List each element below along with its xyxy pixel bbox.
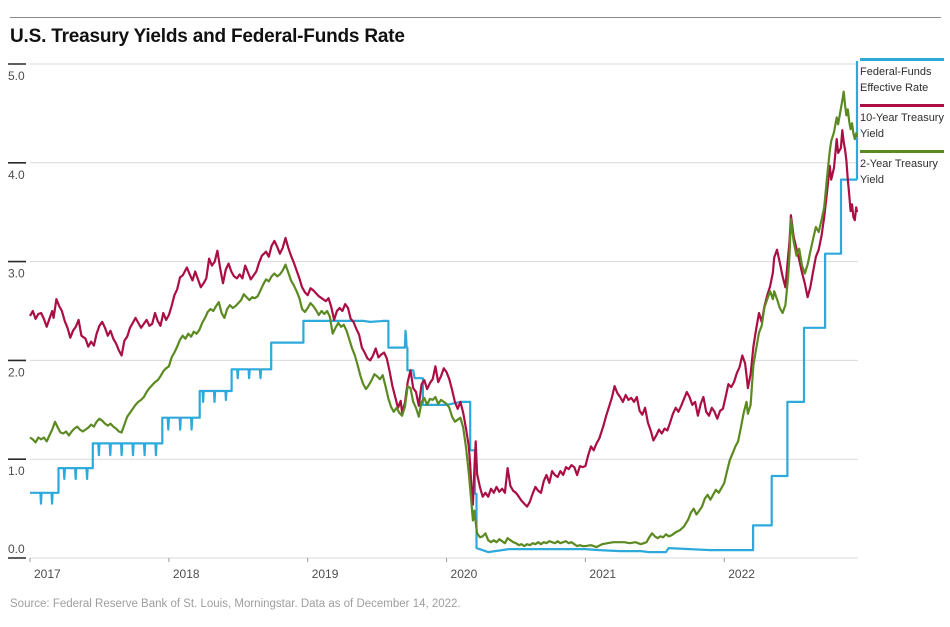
legend-label-2yr: 2-Year Treasury Yield xyxy=(860,158,938,186)
y-axis-label: 2.0 xyxy=(8,365,25,379)
series-line-2yr xyxy=(29,90,859,549)
series-line-fed-funds xyxy=(30,178,857,554)
legend-label-10yr: 10-Year Treasury Yield xyxy=(860,112,944,140)
yield-chart: 0.0 1.0 2.0 3.0 4.0 5.0 2017 2018 2019 2020 2021 20… xyxy=(8,61,859,581)
x-axis-label: 2020 xyxy=(451,567,478,581)
y-axis-label: 3.0 xyxy=(8,267,25,281)
series-line-10yr xyxy=(29,129,859,508)
legend-item-2yr: 2-Year Treasury Yield xyxy=(860,150,944,188)
y-axis-label: 4.0 xyxy=(8,168,25,182)
x-axis-label: 2022 xyxy=(728,567,755,581)
top-rule xyxy=(10,17,941,18)
page-title: U.S. Treasury Yields and Federal-Funds R… xyxy=(10,26,405,47)
legend-item-10yr: 10-Year Treasury Yield xyxy=(860,104,944,142)
source-note: Source: Federal Reserve Bank of St. Loui… xyxy=(10,598,461,610)
x-axis-label: 2018 xyxy=(173,567,200,581)
y-axis-label: 5.0 xyxy=(8,69,25,83)
x-axis-label: 2021 xyxy=(589,567,616,581)
x-axis-label: 2019 xyxy=(312,567,339,581)
x-axis-label: 2017 xyxy=(34,567,61,581)
legend-label-fed-funds: Federal-Funds Effective Rate xyxy=(860,66,932,94)
y-axis-label: 0.0 xyxy=(8,542,25,556)
chart-legend: Federal-Funds Effective Rate 10-Year Tre… xyxy=(860,58,944,196)
y-axis-label: 1.0 xyxy=(8,464,25,478)
legend-item-fed-funds: Federal-Funds Effective Rate xyxy=(860,58,944,96)
